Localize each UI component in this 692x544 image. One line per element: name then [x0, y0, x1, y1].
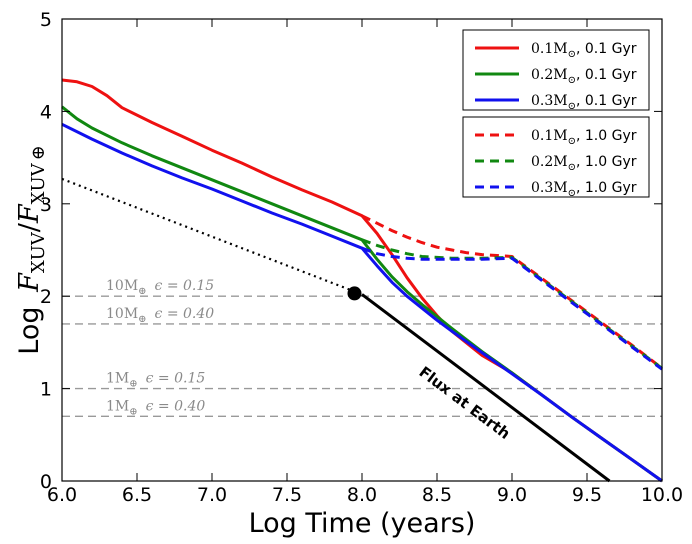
flux-at-earth-label: Flux at Earth — [416, 363, 514, 443]
legend-entry-0-1: 0.2M⊙, 0.1 Gyr — [531, 67, 637, 86]
y-axis-title: Log FXUV/FXUV⊕ — [14, 145, 49, 354]
x-tick-label-5: 8.5 — [422, 484, 452, 506]
axis-ticks: 6.0 6.5 7.0 7.5 8.0 8.5 9.0 9.5 10.0 0 1 2 3 4 5 — [40, 9, 683, 506]
x-axis-title: Log Time (years) — [249, 508, 476, 539]
x-tick-label-0: 6.0 — [47, 484, 77, 506]
threshold-lines: 10M⊕ ϵ = 0.15 10M⊕ ϵ = 0.40 1M⊕ ϵ = 0.15 1M⊕ ϵ … — [62, 278, 662, 417]
legend-box-0 — [462, 29, 650, 111]
legend-entry-0-2: 0.3M⊙, 0.1 Gyr — [531, 93, 637, 112]
x-tick-label-8: 10.0 — [641, 484, 683, 506]
x-tick-label-2: 7.0 — [197, 484, 227, 506]
y-tick-label-2: 2 — [40, 286, 52, 308]
y-tick-label-4: 4 — [40, 101, 52, 123]
threshold-label-3: 1M⊕ ϵ = 0.40 — [106, 398, 205, 417]
earth-flux-solid — [361, 293, 611, 483]
earth-flux-line — [61, 177, 611, 483]
series-line-2 — [61, 122, 663, 483]
legend: 0.1M⊙, 0.1 Gyr 0.2M⊙, 0.1 Gyr 0.3M⊙, 0.1 G… — [462, 29, 650, 199]
threshold-label-1: 10M⊕ ϵ = 0.40 — [106, 306, 214, 325]
x-tick-label-1: 6.5 — [122, 484, 152, 506]
legend-entry-0-0: 0.1M⊙, 0.1 Gyr — [531, 41, 637, 60]
earth-flux-marker — [347, 286, 362, 301]
y-tick-label-3: 3 — [40, 194, 52, 216]
legend-box-1 — [462, 116, 650, 198]
series-lines — [61, 78, 663, 483]
legend-entry-1-1: 0.2M⊙, 1.0 Gyr — [531, 154, 637, 173]
y-axis-title-den: F — [14, 203, 45, 224]
x-tick-label-7: 9.5 — [572, 484, 602, 506]
x-tick-label-3: 7.5 — [272, 484, 302, 506]
legend-entry-1-2: 0.3M⊙, 1.0 Gyr — [531, 180, 637, 199]
series-line-5 — [361, 246, 663, 371]
y-axis-title-prefix: Log — [14, 307, 45, 355]
y-axis-title-num: F — [14, 272, 45, 293]
svg-text:Log FXUV/FXUV⊕: Log FXUV/FXUV⊕ — [14, 145, 49, 354]
y-axis-title-earth-symbol: ⊕ — [28, 145, 49, 160]
y-tick-label-0: 0 — [40, 471, 52, 493]
x-tick-label-4: 8.0 — [347, 484, 377, 506]
legend-entry-1-0: 0.1M⊙, 1.0 Gyr — [531, 128, 637, 147]
x-tick-label-6: 9.0 — [497, 484, 527, 506]
y-tick-label-1: 1 — [40, 379, 52, 401]
y-tick-label-5: 5 — [40, 9, 52, 31]
threshold-label-0: 10M⊕ ϵ = 0.15 — [106, 278, 214, 297]
y-axis-title-den-sub: XUV — [28, 162, 49, 204]
y-axis-title-num-sub: XUV — [28, 231, 49, 273]
threshold-label-2: 1M⊕ ϵ = 0.15 — [106, 371, 205, 390]
